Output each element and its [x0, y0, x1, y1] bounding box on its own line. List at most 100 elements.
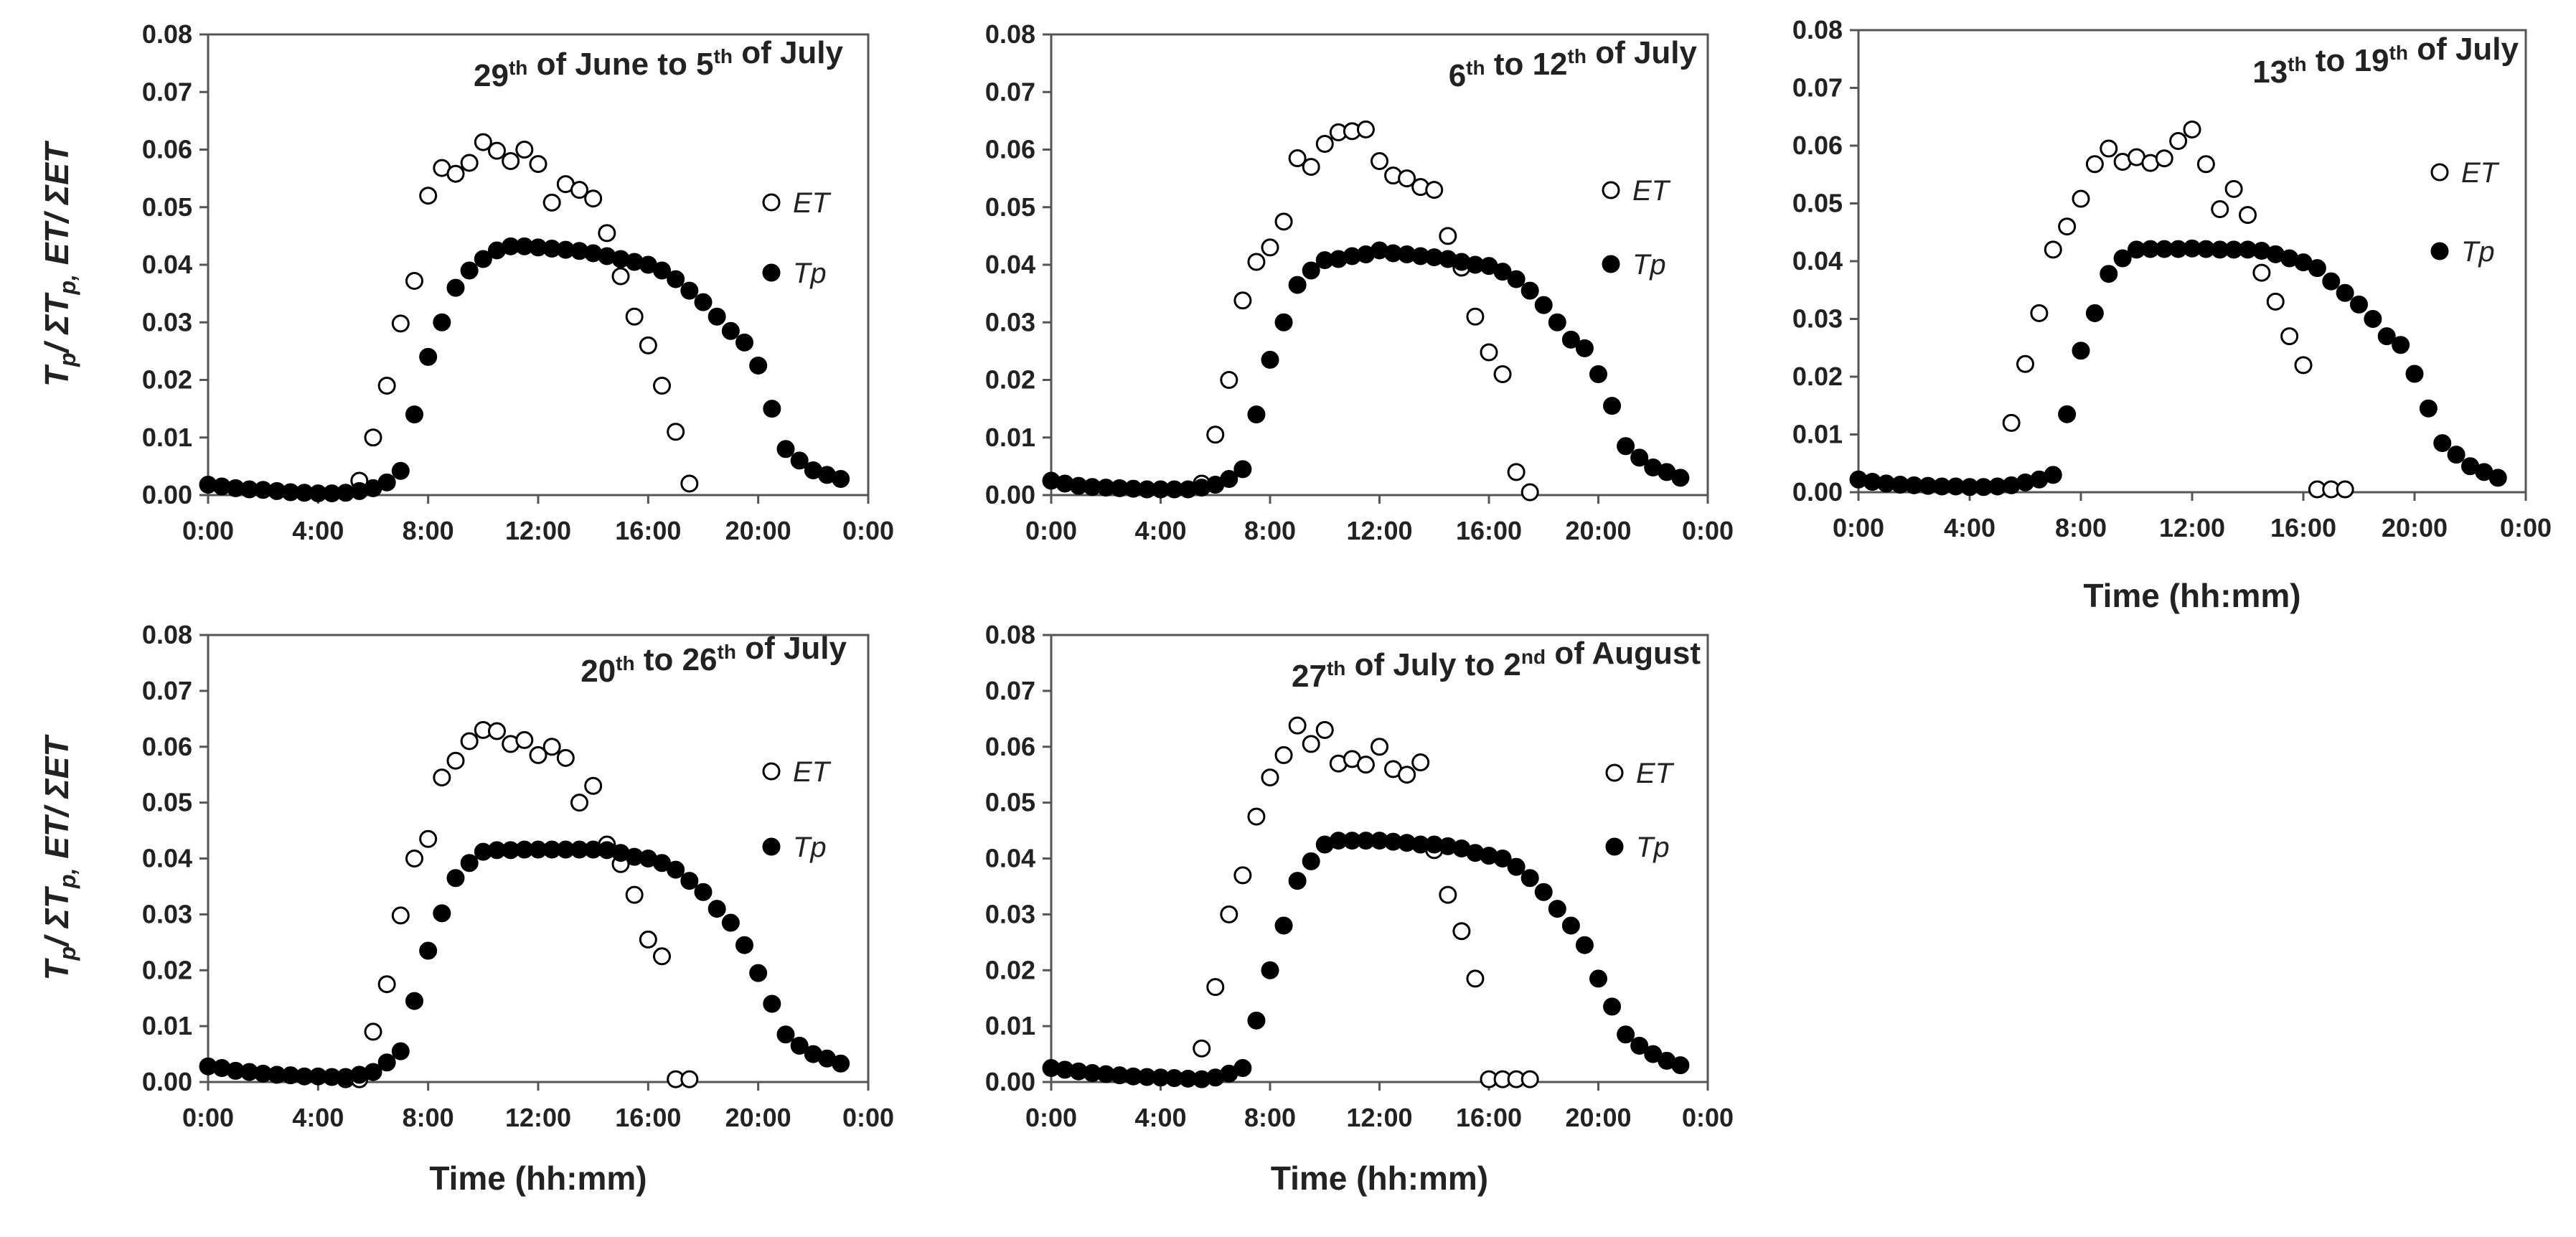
- et-point: [2002, 413, 2021, 432]
- tp-point: [2350, 295, 2368, 314]
- x-tick-label: 0:00: [1025, 516, 1077, 545]
- tp-point: [364, 1063, 382, 1081]
- legend-et-marker: [762, 193, 781, 212]
- y-tick-label: 0.04: [1792, 246, 1843, 276]
- y-tick-label: 0.07: [985, 676, 1035, 705]
- tp-point: [1520, 869, 1539, 888]
- tp-point: [2308, 259, 2326, 278]
- et-point: [2280, 327, 2299, 346]
- y-tick-label: 0.00: [1792, 477, 1843, 507]
- x-tick-label: 0:00: [1682, 1103, 1734, 1132]
- tp-point: [1520, 281, 1539, 300]
- x-tick-label: 16:00: [1456, 1103, 1522, 1132]
- x-tick-label: 12:00: [1346, 1103, 1412, 1132]
- y-axis-label: Tp/ ΣTp, ET/ ΣET: [38, 140, 80, 387]
- tp-point: [680, 872, 699, 890]
- chart-panel-2: 0.00 0.01 0.02 0.03 0.04 0.05 0.06 0.07 0.08 0:00…: [985, 19, 1734, 545]
- legend-et-marker: [2430, 163, 2449, 182]
- legend-tp-label: Tp: [793, 832, 827, 863]
- et-point: [515, 730, 534, 749]
- y-tick-label: 0.06: [985, 135, 1035, 164]
- tp-point: [735, 936, 753, 954]
- x-tick-label: 12:00: [2159, 513, 2225, 542]
- chart-panel-3: 0.00 0.01 0.02 0.03 0.04 0.05 0.06 0.07 0.08 0:00…: [1792, 15, 2552, 614]
- tp-point: [460, 261, 479, 280]
- et-point: [1220, 371, 1238, 389]
- chart-title: 27th of July to 2nd of August: [1292, 636, 1701, 694]
- tp-point: [735, 333, 753, 352]
- et-point: [1233, 866, 1252, 885]
- et-point: [1371, 152, 1388, 171]
- tp-point: [433, 904, 451, 923]
- y-tick-label: 0.01: [1792, 420, 1843, 449]
- et-point: [680, 474, 699, 493]
- x-tick-label: 20:00: [2382, 513, 2448, 542]
- y-tick-label: 0.02: [1792, 362, 1843, 391]
- tp-point: [1671, 469, 1690, 487]
- x-tick-label: 12:00: [505, 1103, 571, 1132]
- tp-point: [446, 869, 465, 888]
- tp-point: [1302, 852, 1320, 870]
- legend-tp-marker: [762, 837, 781, 856]
- et-point: [1356, 120, 1375, 138]
- et-point: [1452, 922, 1471, 941]
- et-point: [460, 154, 479, 172]
- tp-point: [1589, 364, 1607, 383]
- y-tick-label: 0.02: [142, 955, 192, 984]
- x-tick-label: 16:00: [615, 1103, 681, 1132]
- x-tick-label: 12:00: [505, 516, 571, 545]
- chart-panel-5: 0.00 0.01 0.02 0.03 0.04 0.05 0.06 0.07 0.08 0:00…: [985, 620, 1734, 1197]
- tp-point: [2058, 405, 2077, 423]
- x-tick-label: 16:00: [1456, 516, 1522, 545]
- et-point: [1315, 134, 1334, 153]
- tp-point: [446, 278, 465, 297]
- tp-point: [460, 854, 479, 873]
- et-point: [391, 906, 410, 925]
- tp-point: [1220, 470, 1238, 489]
- tp-point: [694, 883, 713, 901]
- plot-area: [1857, 29, 2527, 494]
- tp-point: [1507, 857, 1526, 876]
- y-tick-label: 0.05: [142, 788, 192, 817]
- et-point: [1288, 149, 1307, 168]
- chart-title: 20th to 26th of July: [580, 631, 847, 689]
- legend-tp-label: Tp: [2461, 236, 2495, 268]
- tp-point: [2336, 283, 2354, 302]
- tp-point: [1575, 936, 1594, 954]
- tp-point: [1603, 397, 1622, 415]
- et-point: [584, 189, 603, 208]
- legend-et-marker: [1602, 181, 1620, 199]
- y-tick-label: 0.06: [142, 135, 192, 164]
- tp-point: [2100, 265, 2118, 283]
- et-point: [1439, 885, 1457, 904]
- et-point: [2239, 206, 2257, 225]
- y-tick-label: 0.02: [985, 955, 1035, 984]
- x-tick-label: 20:00: [1565, 1103, 1631, 1132]
- tp-point: [2377, 327, 2396, 346]
- et-point: [1425, 181, 1444, 199]
- tp-point: [1493, 850, 1512, 867]
- y-tick-label: 0.03: [985, 899, 1035, 928]
- et-point: [1233, 291, 1252, 310]
- tp-point: [721, 321, 740, 340]
- x-axis-label: Time (hh:mm): [429, 1160, 647, 1197]
- et-point: [2266, 292, 2285, 311]
- y-tick-label: 0.05: [142, 192, 192, 222]
- tp-point: [1617, 1025, 1635, 1044]
- tp-point: [1233, 460, 1252, 479]
- tp-point: [749, 356, 768, 375]
- x-tick-label: 8:00: [403, 516, 454, 545]
- legend-et-label: ET: [1636, 758, 1675, 789]
- y-tick-label: 0.02: [985, 365, 1035, 395]
- x-tick-label: 20:00: [1565, 516, 1631, 545]
- et-point: [2196, 155, 2215, 174]
- tp-point: [1493, 263, 1512, 281]
- tp-point: [2072, 342, 2090, 360]
- et-point: [1466, 307, 1485, 326]
- legend-tp-label: Tp: [1632, 249, 1666, 281]
- et-point: [542, 738, 561, 756]
- x-tick-label: 4:00: [1134, 516, 1186, 545]
- chart-panel-4: 0.00 0.01 0.02 0.03 0.04 0.05 0.06 0.07 0.08 0:00…: [38, 620, 894, 1197]
- et-point: [625, 307, 644, 326]
- et-point: [2085, 155, 2104, 174]
